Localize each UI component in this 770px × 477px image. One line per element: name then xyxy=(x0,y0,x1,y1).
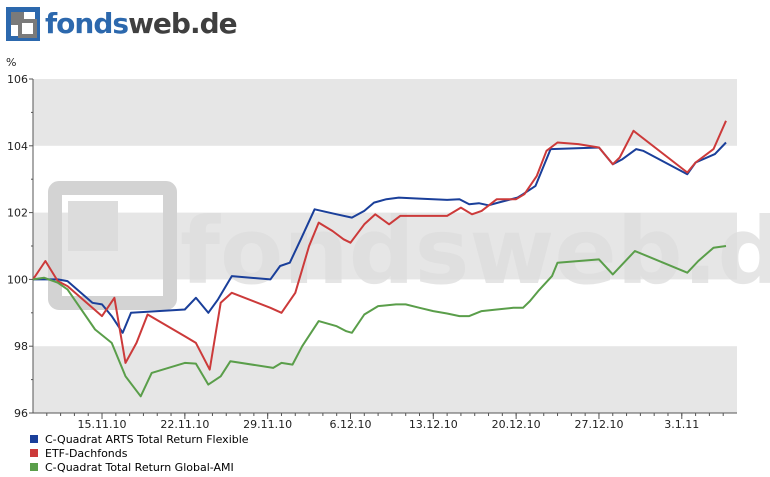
y-tick-label: 96 xyxy=(14,407,28,420)
fondsweb-logo-icon xyxy=(6,7,40,41)
chart-axes: 96 98 100 102 104 106% 15.11.10 22.11.10 29.11.1… xyxy=(6,56,737,431)
x-tick-label: 13.12.10 xyxy=(409,418,458,431)
legend-swatch xyxy=(30,463,38,471)
legend-item: C-Quadrat ARTS Total Return Flexible xyxy=(30,432,249,446)
watermark-icon-square xyxy=(68,201,118,251)
y-tick-label: 100 xyxy=(7,273,28,286)
x-tick-label: 29.11.10 xyxy=(243,418,292,431)
legend-swatch xyxy=(30,435,38,443)
x-tick-label: 27.12.10 xyxy=(574,418,623,431)
watermark-text: fondsweb.de xyxy=(180,198,770,305)
x-tick-label: 15.11.10 xyxy=(78,418,127,431)
chart-legend: C-Quadrat ARTS Total Return Flexible ETF-… xyxy=(30,432,249,474)
x-tick-label: 6.12.10 xyxy=(329,418,371,431)
watermark: fondsweb.de xyxy=(48,181,770,310)
legend-item: ETF-Dachfonds xyxy=(30,446,249,460)
y-tick-label: 102 xyxy=(7,207,28,220)
logo-text-web: web xyxy=(128,7,191,40)
logo-text-fonds: fonds xyxy=(45,7,129,40)
y-axis-label: % xyxy=(6,56,16,69)
legend-label: ETF-Dachfonds xyxy=(45,446,128,460)
logo-text-domain: .de xyxy=(189,7,238,40)
chart-background-bands xyxy=(33,79,737,413)
chart-series xyxy=(32,120,727,398)
x-tick-label: 22.11.10 xyxy=(160,418,209,431)
x-tick-label: 20.12.10 xyxy=(492,418,541,431)
legend-swatch xyxy=(30,449,38,457)
legend-label: C-Quadrat Total Return Global-AMI xyxy=(45,460,234,474)
watermark-icon xyxy=(48,181,177,310)
fondsweb-logo[interactable]: fondsweb.de xyxy=(6,4,238,44)
grid-band xyxy=(33,346,737,413)
series-line-3 xyxy=(32,245,727,398)
grid-band xyxy=(33,79,737,146)
legend-label: C-Quadrat ARTS Total Return Flexible xyxy=(45,432,249,446)
x-tick-label: 3.1.11 xyxy=(664,418,699,431)
y-tick-label: 106 xyxy=(7,73,28,86)
legend-item: C-Quadrat Total Return Global-AMI xyxy=(30,460,249,474)
series-line-2 xyxy=(32,120,727,371)
y-tick-label: 104 xyxy=(7,140,28,153)
fondsweb-logo-text: fondsweb.de xyxy=(45,7,238,41)
y-tick-label: 98 xyxy=(14,340,28,353)
